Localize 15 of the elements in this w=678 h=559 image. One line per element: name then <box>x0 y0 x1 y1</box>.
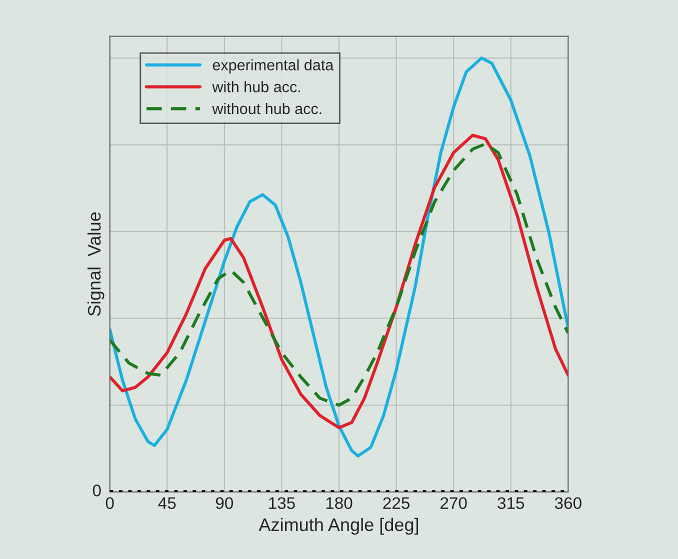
legend-label: without hub acc. <box>212 102 322 114</box>
legend-label: experimental data <box>212 59 334 74</box>
x-tick-label: 0 <box>106 497 114 510</box>
x-tick-label: 360 <box>554 497 582 510</box>
x-tick-label: 180 <box>326 497 352 510</box>
legend-label: with hub acc. <box>212 81 300 92</box>
x-tick-label: 315 <box>498 497 524 510</box>
x-tick-label: 270 <box>440 497 467 510</box>
x-tick-label: 90 <box>216 497 234 510</box>
x-tick-label: 45 <box>158 497 176 510</box>
x-tick-label: 225 <box>383 497 410 510</box>
y-axis-title: Signal Value <box>87 212 104 316</box>
x-tick-label: 135 <box>269 497 295 510</box>
x-axis-title: Azimuth Angle [deg] <box>258 518 418 535</box>
text: 0 <box>92 484 101 496</box>
